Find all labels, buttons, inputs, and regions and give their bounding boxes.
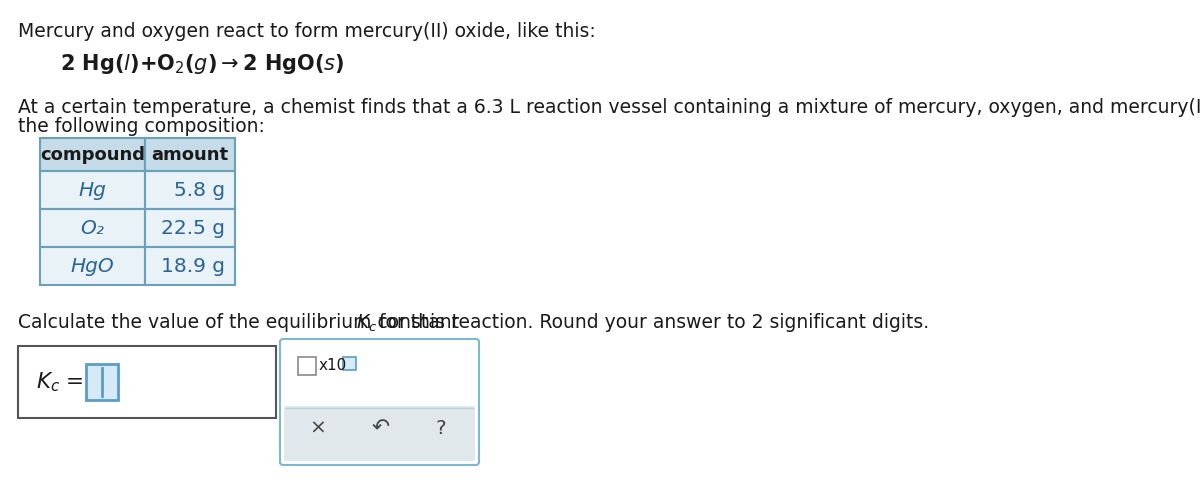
Bar (40, 209, 145, 247)
Text: HgO: HgO (71, 256, 114, 275)
FancyBboxPatch shape (284, 406, 475, 461)
Bar (145, 209, 235, 247)
Text: 22.5 g: 22.5 g (161, 219, 226, 238)
Text: Calculate the value of the equilibrium constant: Calculate the value of the equilibrium c… (18, 313, 466, 332)
Text: At a certain temperature, a chemist finds that a 6.3 L reaction vessel containin: At a certain temperature, a chemist find… (18, 98, 1200, 117)
Text: compound: compound (40, 145, 145, 164)
Bar (40, 247, 145, 285)
Bar (40, 138, 145, 171)
Text: ×: × (310, 419, 326, 438)
Bar (40, 171, 145, 209)
Bar (145, 171, 235, 209)
Text: Hg: Hg (78, 181, 107, 199)
Text: x10: x10 (319, 359, 347, 373)
Text: 18.9 g: 18.9 g (161, 256, 226, 275)
Text: =: = (66, 372, 84, 392)
Text: $K_c$: $K_c$ (36, 370, 60, 394)
Bar (18, 346, 276, 418)
Bar (145, 138, 235, 171)
Bar (298, 357, 316, 375)
Text: amount: amount (151, 145, 228, 164)
Text: the following composition:: the following composition: (18, 117, 265, 136)
Bar (145, 247, 235, 285)
Text: ?: ? (436, 419, 446, 438)
Text: O₂: O₂ (80, 219, 104, 238)
Text: for this reaction. Round your answer to 2 significant digits.: for this reaction. Round your answer to … (373, 313, 930, 332)
Bar (86, 364, 118, 400)
Text: Mercury and oxygen react to form mercury(II) oxide, like this:: Mercury and oxygen react to form mercury… (18, 22, 595, 41)
Text: 2 Hg($\it{l}$)+O$_2$($\it{g}$)$\rightarrow$2 HgO($\it{s}$): 2 Hg($\it{l}$)+O$_2$($\it{g}$)$\rightarr… (60, 52, 344, 76)
FancyBboxPatch shape (280, 339, 479, 465)
Bar (343, 357, 356, 370)
Text: $K_c$: $K_c$ (356, 313, 378, 334)
Text: ↶: ↶ (371, 419, 389, 438)
Text: 5.8 g: 5.8 g (174, 181, 226, 199)
